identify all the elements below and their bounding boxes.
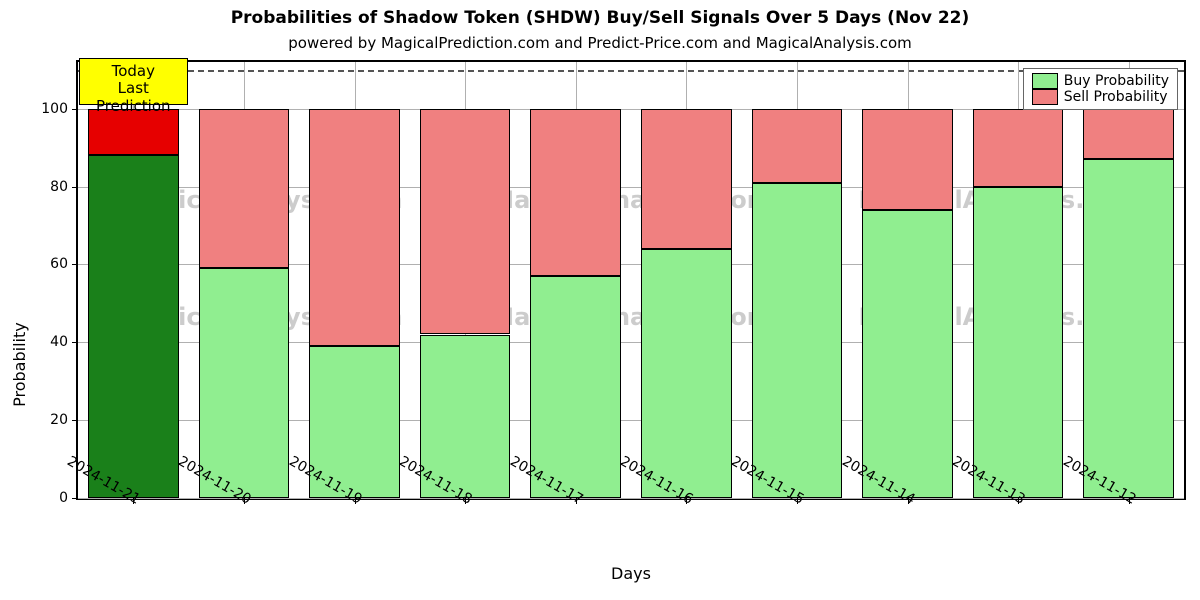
ytick-label: 80 — [50, 179, 68, 195]
plot-inner: 020406080100MagicalAnalysis.comMagicalAn… — [78, 62, 1184, 498]
bar-buy — [1083, 159, 1174, 498]
bar-buy — [973, 187, 1064, 498]
bar-sell — [973, 109, 1064, 187]
chart-title: Probabilities of Shadow Token (SHDW) Buy… — [0, 8, 1200, 28]
today-box-line1: Today — [80, 63, 187, 80]
bar-buy — [641, 249, 732, 498]
bar-buy — [88, 155, 179, 498]
ytick-label: 100 — [41, 101, 68, 117]
ytick-label: 60 — [50, 256, 68, 272]
ytick — [72, 342, 78, 343]
legend-swatch — [1032, 73, 1058, 89]
y-axis-label-container: Probability — [10, 60, 29, 500]
bar-sell — [862, 109, 953, 210]
ytick — [72, 109, 78, 110]
bar-sell — [420, 109, 511, 335]
ytick-label: 20 — [50, 412, 68, 428]
legend-label: Buy Probability — [1064, 73, 1169, 89]
ytick — [72, 420, 78, 421]
ytick-label: 0 — [59, 490, 68, 506]
bar-sell — [641, 109, 732, 249]
ytick — [72, 264, 78, 265]
x-axis-label: Days — [76, 564, 1186, 583]
figure-container: Probabilities of Shadow Token (SHDW) Buy… — [0, 0, 1200, 600]
bar-sell — [88, 109, 179, 156]
bar-buy — [530, 276, 621, 498]
bar-buy — [199, 268, 290, 498]
today-annotation-box: TodayLast Prediction — [79, 58, 188, 105]
today-box-line2: Last Prediction — [80, 80, 187, 115]
legend-item: Buy Probability — [1032, 73, 1169, 89]
y-axis-label: Probability — [10, 322, 29, 407]
bar-sell — [309, 109, 400, 346]
legend-label: Sell Probability — [1064, 89, 1168, 105]
bar-sell — [752, 109, 843, 183]
ytick — [72, 187, 78, 188]
chart-subtitle: powered by MagicalPrediction.com and Pre… — [0, 34, 1200, 52]
legend-item: Sell Probability — [1032, 89, 1169, 105]
ytick — [72, 498, 78, 499]
legend: Buy ProbabilitySell Probability — [1023, 68, 1178, 110]
bar-buy — [752, 183, 843, 498]
bar-sell — [530, 109, 621, 276]
legend-swatch — [1032, 89, 1058, 105]
plot-area: 020406080100MagicalAnalysis.comMagicalAn… — [76, 60, 1186, 500]
ytick-label: 40 — [50, 334, 68, 350]
bar-sell — [199, 109, 290, 269]
bar-sell — [1083, 109, 1174, 160]
bar-buy — [862, 210, 953, 498]
